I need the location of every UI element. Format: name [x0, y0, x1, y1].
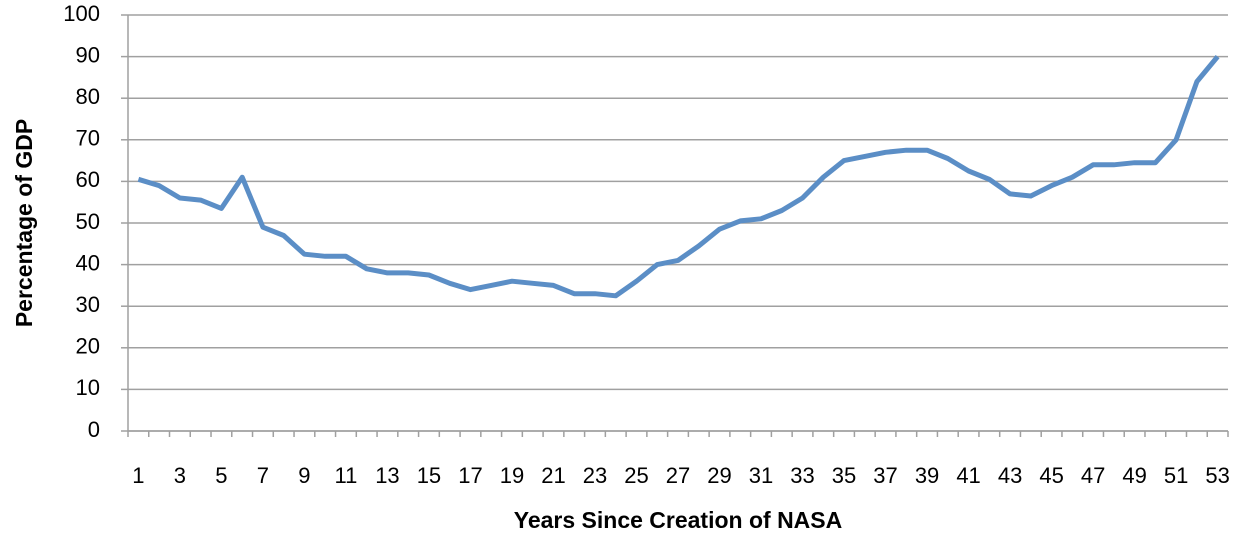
x-tick-label: 49: [1122, 463, 1146, 488]
x-tick-label: 5: [215, 463, 227, 488]
y-tick-label: 50: [76, 209, 100, 234]
x-tick-label: 3: [174, 463, 186, 488]
x-tick-label: 11: [335, 463, 358, 488]
y-tick-label: 30: [76, 292, 100, 317]
y-tick-label: 40: [76, 250, 100, 275]
x-tick-label: 21: [541, 463, 565, 488]
x-tick-label: 33: [790, 463, 814, 488]
x-tick-label: 43: [998, 463, 1022, 488]
x-tick-label: 29: [707, 463, 731, 488]
x-tick-label: 23: [583, 463, 607, 488]
x-tick-label: 45: [1039, 463, 1063, 488]
data-line: [137, 55, 1220, 299]
x-tick-label: 35: [832, 463, 856, 488]
x-tick-label: 13: [375, 463, 399, 488]
y-tick-label: 0: [88, 417, 100, 442]
y-tick-label: 20: [76, 334, 100, 359]
y-tick-label: 90: [76, 42, 100, 67]
x-tick-label: 27: [666, 463, 690, 488]
x-tick-label: 53: [1205, 463, 1229, 488]
x-tick-label: 39: [915, 463, 939, 488]
y-tick-label: 10: [76, 375, 100, 400]
y-tick-label: 100: [63, 1, 100, 26]
x-tick-label: 9: [298, 463, 310, 488]
x-tick-label: 25: [624, 463, 648, 488]
x-tick-label: 17: [458, 463, 482, 488]
y-axis-title: Percentage of GDP: [11, 119, 37, 327]
x-axis-title: Years Since Creation of NASA: [514, 507, 843, 533]
x-tick-label: 19: [500, 463, 524, 488]
y-tick-label: 80: [76, 84, 100, 109]
x-tick-label: 1: [132, 463, 144, 488]
x-tick-label: 47: [1081, 463, 1105, 488]
y-tick-label: 60: [76, 167, 100, 192]
x-tick-label: 7: [257, 463, 269, 488]
x-tick-label: 51: [1164, 463, 1188, 488]
x-tick-label: 41: [956, 463, 980, 488]
x-tick-label: 31: [749, 463, 773, 488]
x-tick-label: 15: [417, 463, 441, 488]
y-tick-label: 70: [76, 126, 100, 151]
x-tick-label: 37: [873, 463, 897, 488]
